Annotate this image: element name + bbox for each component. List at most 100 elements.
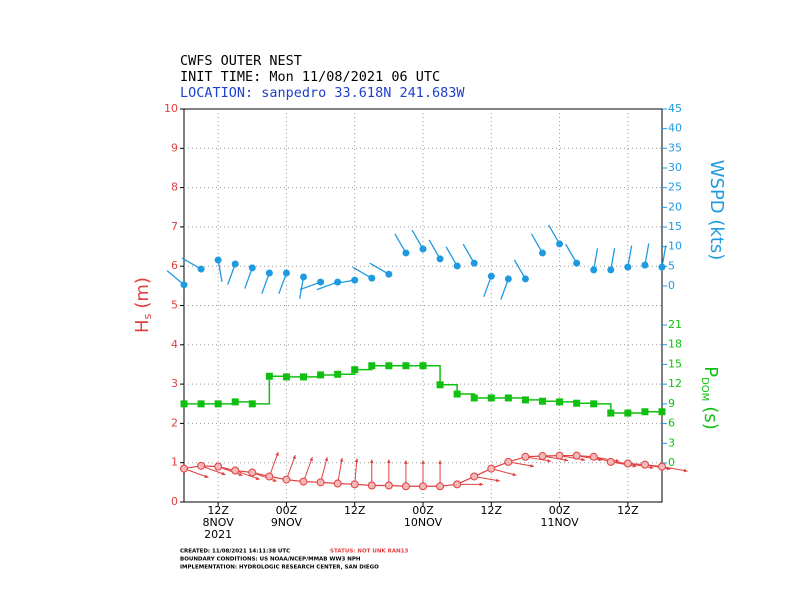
wave-arrowhead bbox=[255, 476, 260, 480]
hs-marker bbox=[401, 482, 410, 491]
period-marker bbox=[607, 409, 615, 417]
y2-tick-label: 40 bbox=[668, 122, 682, 135]
wave-direction bbox=[525, 456, 552, 462]
wind-marker bbox=[265, 269, 273, 277]
wind-stick bbox=[261, 272, 270, 294]
wind-stick bbox=[369, 262, 390, 275]
wave-arrowhead bbox=[275, 452, 279, 456]
footer-boundary: BOUNDARY CONDITIONS: US NOAA/NCEP/MMAB W… bbox=[180, 557, 361, 563]
wave-arrowhead bbox=[221, 471, 226, 476]
wind-stick bbox=[610, 248, 616, 270]
wind-stick bbox=[278, 272, 288, 294]
wind-marker bbox=[487, 272, 495, 280]
wave-direction bbox=[285, 454, 296, 480]
y2-tick-label: 45 bbox=[668, 102, 682, 115]
wave-direction bbox=[627, 462, 654, 469]
wind-stick bbox=[166, 270, 185, 286]
hs-marker bbox=[333, 479, 342, 488]
wave-direction bbox=[491, 468, 517, 476]
wind-stick bbox=[244, 267, 253, 289]
x-tick-label: 12Z bbox=[207, 504, 229, 517]
wave-direction bbox=[217, 466, 243, 476]
wind-stick bbox=[661, 245, 667, 268]
y-tick-label: 7 bbox=[171, 220, 178, 233]
wave-direction bbox=[303, 456, 313, 482]
period-marker bbox=[419, 362, 427, 370]
x-tick-date: 10NOV bbox=[404, 516, 443, 529]
footer-created: CREATED: 11/08/2021 14:11:38 UTC bbox=[180, 549, 290, 555]
wind-marker bbox=[624, 263, 632, 271]
wind-marker bbox=[556, 240, 564, 248]
wave-arrowhead bbox=[547, 458, 552, 463]
period-marker bbox=[521, 396, 529, 404]
period-marker bbox=[556, 398, 564, 406]
wave-direction bbox=[183, 468, 209, 478]
hs-marker bbox=[436, 482, 445, 491]
y-title-main: H bbox=[132, 319, 153, 333]
wave-direction bbox=[610, 461, 637, 467]
wave-arrowhead bbox=[387, 459, 391, 464]
hs-marker bbox=[231, 466, 240, 475]
wave-arrowhead bbox=[683, 468, 688, 473]
hs-marker bbox=[265, 472, 274, 481]
wave-arrowhead bbox=[292, 455, 296, 460]
y-axis-title: Hs (m) bbox=[132, 277, 154, 333]
y2-tick-label: 20 bbox=[668, 200, 682, 213]
hs-marker bbox=[521, 452, 530, 461]
period-marker bbox=[214, 400, 222, 408]
period-marker bbox=[590, 400, 598, 408]
wind-stick bbox=[462, 243, 475, 264]
wind-marker bbox=[607, 266, 615, 274]
y-tick-label: 5 bbox=[171, 299, 178, 312]
y2-axis-title: WSPD (kts) bbox=[706, 160, 727, 261]
wind-stick bbox=[411, 229, 424, 250]
period-marker bbox=[282, 373, 290, 381]
y3-tick-label: 18 bbox=[668, 338, 682, 351]
wave-arrowhead bbox=[495, 478, 500, 483]
wave-direction bbox=[337, 457, 343, 484]
wave-arrowhead bbox=[512, 472, 517, 477]
wave-direction bbox=[235, 470, 260, 480]
x-tick-label: 00Z bbox=[549, 504, 571, 517]
wind-marker bbox=[641, 261, 649, 269]
period-marker bbox=[573, 399, 581, 407]
hs-marker bbox=[658, 462, 666, 471]
wind-stick bbox=[530, 233, 544, 254]
wave-arrowhead bbox=[354, 458, 359, 463]
wind-marker bbox=[317, 278, 325, 286]
y3-tick-label: 9 bbox=[668, 397, 675, 410]
wind-marker bbox=[539, 249, 546, 257]
y3-tick-label: 15 bbox=[668, 357, 682, 370]
y2-tick-label: 5 bbox=[668, 259, 675, 272]
x-tick-label: 12Z bbox=[344, 504, 366, 517]
x-tick-label: 00Z bbox=[276, 504, 298, 517]
x-tick-label: 12Z bbox=[617, 504, 639, 517]
hs-marker bbox=[384, 481, 393, 490]
wind-stick bbox=[644, 243, 650, 266]
wind-stick bbox=[627, 245, 633, 268]
hs-marker bbox=[487, 464, 496, 473]
period-marker bbox=[470, 394, 478, 402]
footer-status: STATUS: NOT UNK RAN13 bbox=[330, 549, 409, 555]
wind-marker bbox=[470, 259, 478, 267]
y-tick-label: 10 bbox=[164, 102, 178, 115]
period-marker bbox=[248, 400, 256, 408]
wave-arrowhead bbox=[238, 472, 243, 477]
wind-stick bbox=[500, 278, 509, 300]
wind-stick bbox=[394, 233, 407, 254]
period-marker bbox=[317, 371, 325, 379]
wave-arrowhead bbox=[309, 457, 313, 462]
y-tick-label: 4 bbox=[171, 338, 178, 351]
x-tick-date: 9NOV bbox=[271, 516, 303, 529]
wind-stick bbox=[445, 246, 458, 267]
period-marker bbox=[624, 409, 632, 417]
hs-marker bbox=[367, 481, 376, 490]
hs-marker bbox=[197, 461, 206, 470]
wave-direction bbox=[576, 455, 603, 461]
wave-direction bbox=[200, 465, 226, 476]
wave-arrowhead bbox=[404, 460, 408, 464]
wave-direction bbox=[320, 457, 328, 483]
y3-title-main: P bbox=[700, 366, 721, 377]
y3-title-sub: DOM bbox=[699, 377, 710, 401]
